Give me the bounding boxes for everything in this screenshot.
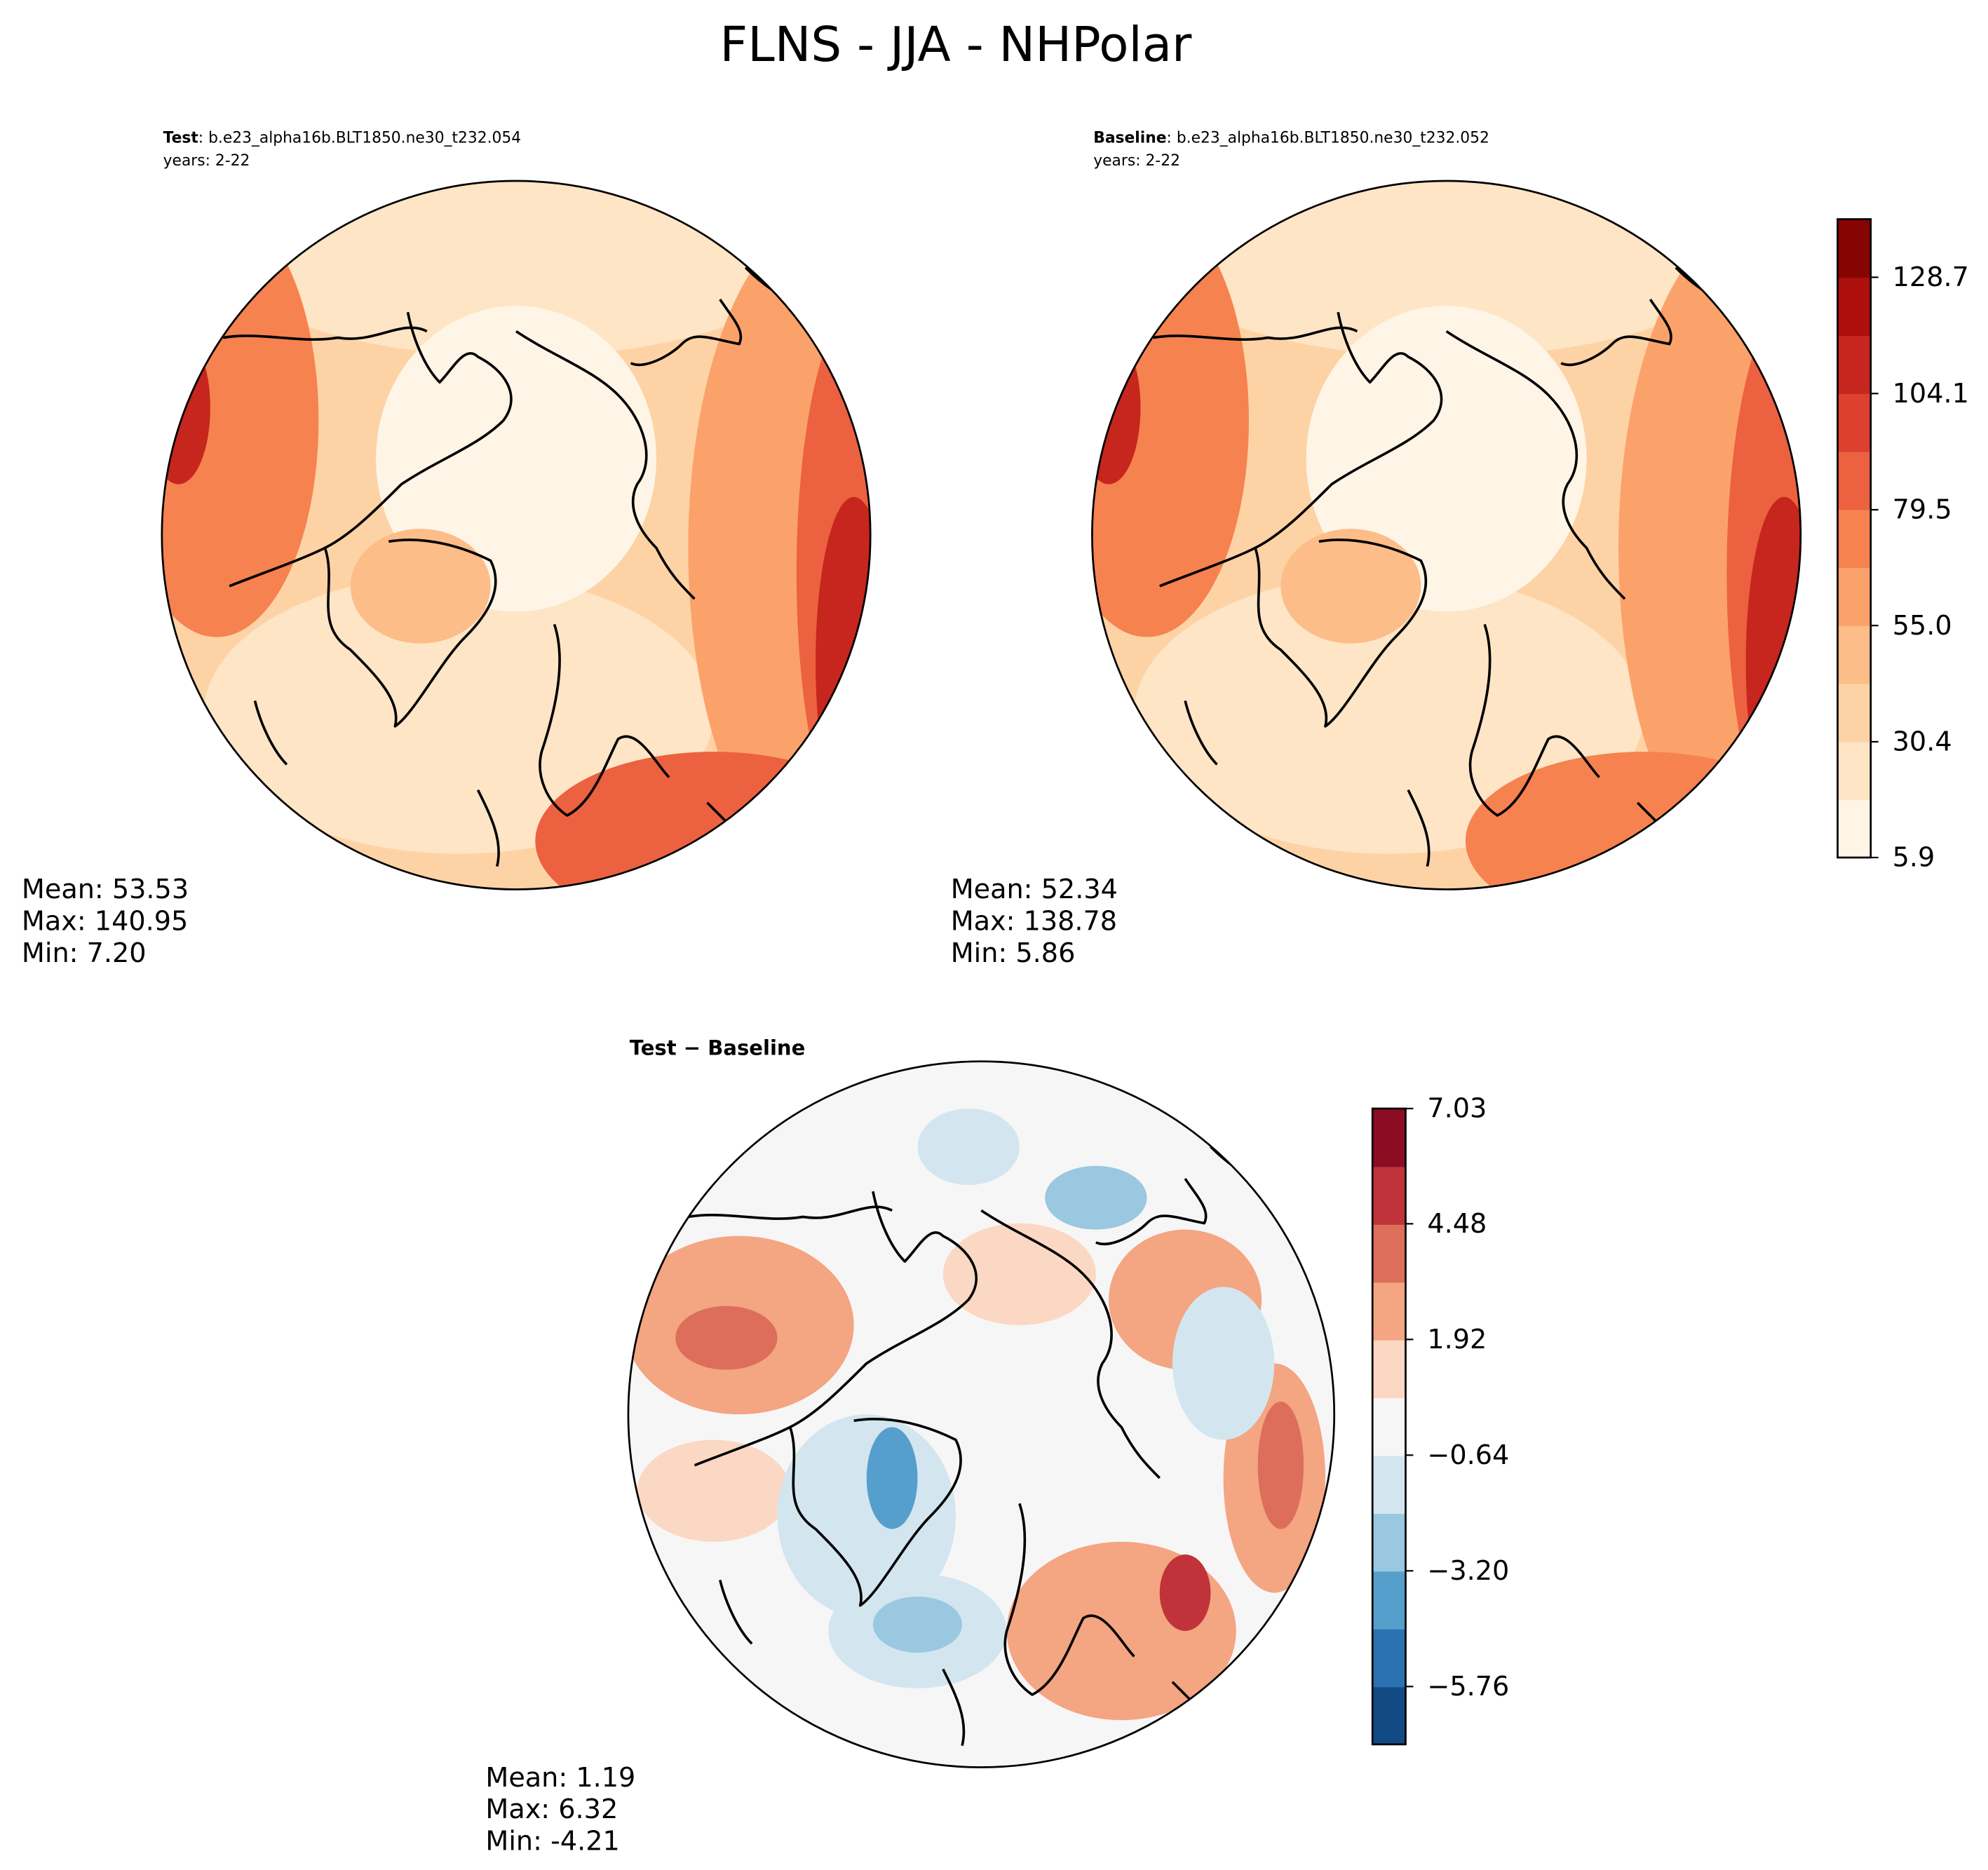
colorbar-segment	[1837, 219, 1871, 278]
panel-label: Test − Baseline	[630, 1036, 806, 1060]
map-boundary	[161, 179, 872, 890]
colorbar-segment	[1372, 1282, 1406, 1341]
colorbar-segment	[1837, 393, 1871, 452]
colorbar-segment	[1837, 451, 1871, 510]
contour-region	[1159, 1554, 1211, 1632]
figure-title: FLNS - JJA - NHPolar	[720, 17, 1193, 73]
contour-region	[1172, 1287, 1275, 1440]
panel-label: Test	[163, 130, 198, 147]
colorbar-tick-label: 128.7	[1893, 262, 1969, 292]
colorbar-tick-label: 7.03	[1427, 1093, 1487, 1124]
panel-case: : b.e23_alpha16b.BLT1850.ne30_t232.054	[198, 130, 521, 147]
colorbar-segment	[1837, 799, 1871, 858]
contour-region	[866, 1427, 918, 1529]
contour-region	[350, 529, 491, 644]
colorbar-segment	[1372, 1628, 1406, 1688]
contour-region	[1092, 203, 1249, 637]
colorbar-segment	[1372, 1397, 1406, 1456]
colorbar-segment	[1837, 509, 1871, 569]
contour-region	[1745, 496, 1801, 829]
map-boundary	[627, 1060, 1336, 1768]
colorbar-segment	[1837, 277, 1871, 337]
colorbar-tick-label: 5.9	[1893, 842, 1935, 873]
colorbar-segment	[1372, 1224, 1406, 1283]
colorbar-tick-label: −5.76	[1427, 1671, 1509, 1702]
contour-region	[872, 1597, 963, 1653]
contour-region	[161, 331, 210, 485]
contour-region	[161, 203, 319, 637]
colorbar-frame	[1837, 218, 1872, 859]
colorbar-tick-label: −0.64	[1427, 1439, 1509, 1470]
panel-years: years: 2-22	[163, 152, 250, 170]
panel-years: years: 2-22	[1093, 152, 1180, 170]
colorbar: −5.76 −3.20 −0.64 1.92 4.48 7.03	[1371, 1093, 1509, 1746]
contour-region	[1280, 529, 1421, 644]
colorbar-tick-label: 1.92	[1427, 1324, 1487, 1355]
colorbar-tick-label: −3.20	[1427, 1555, 1509, 1586]
stat-line: Max: 138.78	[951, 906, 1117, 937]
colorbar-frame	[1371, 1107, 1407, 1746]
colorbar-segment	[1372, 1686, 1406, 1745]
colorbar-segment	[1837, 335, 1871, 394]
panel-header: Baseline: b.e23_alpha16b.BLT1850.ne30_t2…	[1093, 130, 1489, 147]
stat-line: Mean: 1.19	[485, 1762, 635, 1793]
contour-region	[637, 1439, 790, 1542]
colorbar-segment	[1372, 1571, 1406, 1630]
colorbar-segment	[1372, 1455, 1406, 1514]
contour-region	[675, 1306, 778, 1370]
colorbar-tick-label: 4.48	[1427, 1208, 1487, 1239]
colorbar-segment	[1837, 625, 1871, 684]
stat-line: Min: 5.86	[951, 937, 1076, 968]
map-field	[1092, 181, 1801, 890]
colorbar-segment	[1372, 1513, 1406, 1572]
colorbar-segment	[1837, 741, 1871, 801]
contour-region	[942, 1223, 1096, 1325]
contour-region	[1045, 1165, 1147, 1230]
stat-line: Min: 7.20	[22, 937, 147, 968]
map-field	[628, 1061, 1334, 1768]
map-field	[161, 181, 871, 890]
contour-region	[535, 752, 871, 890]
stat-line: Max: 140.95	[22, 906, 188, 937]
map-boundary	[1091, 179, 1802, 890]
panel-case: : b.e23_alpha16b.BLT1850.ne30_t232.052	[1167, 130, 1489, 147]
contour-region	[1465, 752, 1801, 890]
panel-label: Baseline	[1093, 130, 1166, 147]
panel-header: Test: b.e23_alpha16b.BLT1850.ne30_t232.0…	[163, 130, 522, 147]
colorbar: 5.9 30.4 55.0 79.5 104.1 128.7	[1837, 218, 1969, 873]
colorbar-segment	[1837, 683, 1871, 743]
stat-line: Min: -4.21	[485, 1826, 619, 1857]
colorbar-tick-label: 55.0	[1893, 610, 1952, 641]
colorbar-segment	[1372, 1109, 1406, 1167]
colorbar-tick-label: 104.1	[1893, 378, 1969, 409]
colorbar-tick-label: 30.4	[1893, 726, 1952, 757]
colorbar-segment	[1372, 1339, 1406, 1399]
colorbar-segment	[1372, 1166, 1406, 1225]
contour-region	[1092, 331, 1141, 485]
contour-region	[1257, 1401, 1304, 1529]
contour-region	[816, 496, 871, 829]
colorbar-segment	[1837, 567, 1871, 626]
contour-region	[917, 1109, 1020, 1186]
stat-line: Mean: 53.53	[22, 874, 189, 904]
colorbar-tick-label: 79.5	[1893, 494, 1952, 525]
stat-line: Max: 6.32	[485, 1794, 618, 1824]
stat-line: Mean: 52.34	[951, 874, 1118, 904]
